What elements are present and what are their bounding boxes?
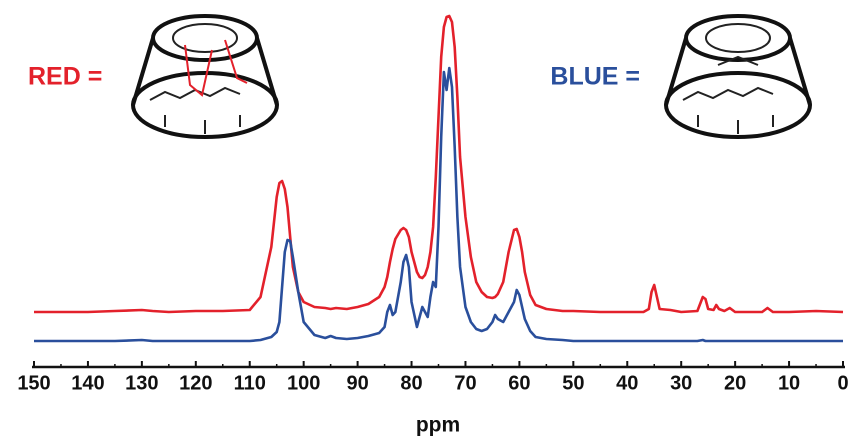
- x-tick-label: 130: [125, 372, 158, 394]
- x-axis-title: ppm: [416, 414, 460, 437]
- x-tick-label: 50: [562, 372, 584, 394]
- x-tick-label: 80: [400, 372, 422, 394]
- x-tick-label: 90: [346, 372, 368, 394]
- x-tick-label: 30: [670, 372, 692, 394]
- x-tick-label: 10: [778, 372, 800, 394]
- x-tick-label: 110: [234, 372, 266, 394]
- x-tick-label: 100: [287, 372, 320, 394]
- x-tick-label: 0: [837, 372, 848, 394]
- x-tick-label: 150: [17, 372, 50, 394]
- legend-label: BLUE =: [550, 63, 640, 91]
- spectrum-line: [34, 14, 844, 314]
- spectrum-line: [34, 66, 843, 343]
- blue-molecule-diagram: [664, 14, 812, 139]
- red-molecule-diagram: [131, 14, 279, 139]
- x-tick-label: 60: [508, 372, 530, 394]
- x-tick-label: 120: [179, 372, 212, 394]
- x-tick-label: 40: [616, 372, 638, 394]
- x-tick-label: 140: [71, 372, 104, 394]
- x-tick-label: 70: [454, 372, 476, 394]
- x-tick-label: 20: [724, 372, 746, 394]
- legend-label: RED =: [28, 63, 102, 91]
